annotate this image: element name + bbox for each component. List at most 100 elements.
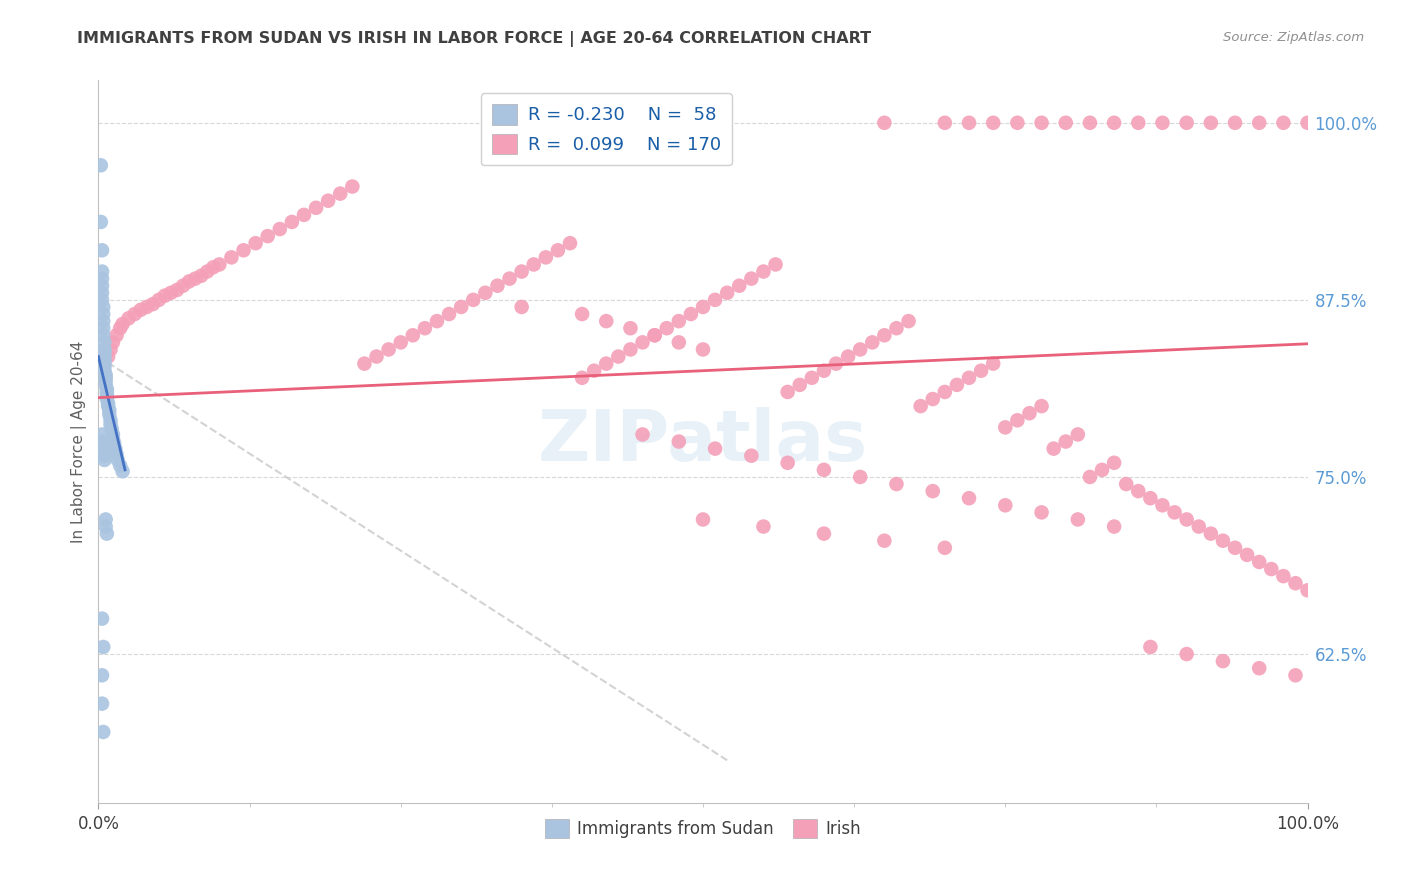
Irish <box>160 285 183 300</box>
Irish <box>886 321 908 335</box>
Irish <box>1128 484 1150 499</box>
Irish <box>934 384 956 399</box>
Irish <box>776 456 799 470</box>
Irish <box>668 314 690 328</box>
Irish <box>1054 434 1077 449</box>
Irish <box>873 116 896 130</box>
Irish <box>789 377 811 392</box>
Irish <box>166 283 188 297</box>
Irish <box>1078 470 1101 484</box>
Irish <box>118 311 141 326</box>
Irish <box>97 350 120 364</box>
Irish <box>1163 505 1185 519</box>
Irish <box>195 264 218 278</box>
Irish <box>1212 533 1234 548</box>
Irish <box>1031 116 1053 130</box>
Immigrants from Sudan <box>93 359 115 374</box>
Irish <box>413 321 436 335</box>
Irish <box>486 278 509 293</box>
Irish <box>389 335 412 350</box>
Irish <box>1152 116 1174 130</box>
Irish <box>1102 116 1125 130</box>
Irish <box>1139 491 1161 506</box>
Irish <box>740 271 762 285</box>
Irish <box>342 179 364 194</box>
Irish <box>1031 399 1053 413</box>
Immigrants from Sudan <box>111 464 134 478</box>
Irish <box>873 328 896 343</box>
Irish <box>595 314 617 328</box>
Irish <box>981 116 1004 130</box>
Immigrants from Sudan <box>96 382 118 396</box>
Immigrants from Sudan <box>91 640 114 654</box>
Irish <box>728 278 751 293</box>
Legend: Immigrants from Sudan, Irish: Immigrants from Sudan, Irish <box>538 813 868 845</box>
Irish <box>1199 526 1222 541</box>
Immigrants from Sudan <box>93 343 115 357</box>
Irish <box>245 236 267 251</box>
Irish <box>142 297 165 311</box>
Irish <box>305 201 328 215</box>
Irish <box>970 364 993 378</box>
Irish <box>1007 413 1029 427</box>
Immigrants from Sudan <box>98 403 121 417</box>
Irish <box>910 399 932 413</box>
Text: ZIPatlas: ZIPatlas <box>538 407 868 476</box>
Immigrants from Sudan <box>91 271 114 285</box>
Irish <box>450 300 472 314</box>
Immigrants from Sudan <box>93 353 115 368</box>
Immigrants from Sudan <box>94 519 117 533</box>
Immigrants from Sudan <box>91 442 114 456</box>
Irish <box>202 260 225 275</box>
Irish <box>377 343 399 357</box>
Irish <box>510 264 533 278</box>
Irish <box>644 328 666 343</box>
Irish <box>934 116 956 130</box>
Immigrants from Sudan <box>94 377 117 392</box>
Immigrants from Sudan <box>93 453 115 467</box>
Irish <box>179 275 201 289</box>
Irish <box>1249 661 1271 675</box>
Irish <box>101 335 124 350</box>
Immigrants from Sudan <box>98 408 121 422</box>
Irish <box>281 215 304 229</box>
Irish <box>208 257 231 271</box>
Irish <box>752 264 775 278</box>
Irish <box>1091 463 1114 477</box>
Immigrants from Sudan <box>94 368 117 382</box>
Immigrants from Sudan <box>91 444 114 458</box>
Immigrants from Sudan <box>91 328 114 343</box>
Irish <box>316 194 339 208</box>
Immigrants from Sudan <box>101 432 124 446</box>
Irish <box>583 364 606 378</box>
Irish <box>1067 512 1090 526</box>
Irish <box>619 321 641 335</box>
Irish <box>595 357 617 371</box>
Immigrants from Sudan <box>93 357 115 371</box>
Irish <box>1042 442 1064 456</box>
Irish <box>679 307 702 321</box>
Immigrants from Sudan <box>90 158 112 172</box>
Irish <box>1260 562 1282 576</box>
Immigrants from Sudan <box>97 396 120 410</box>
Irish <box>1139 640 1161 654</box>
Immigrants from Sudan <box>91 244 114 258</box>
Immigrants from Sudan <box>91 264 114 278</box>
Irish <box>1272 116 1295 130</box>
Irish <box>860 335 883 350</box>
Irish <box>1175 116 1198 130</box>
Immigrants from Sudan <box>107 453 129 467</box>
Immigrants from Sudan <box>94 374 117 388</box>
Irish <box>692 512 714 526</box>
Irish <box>1067 427 1090 442</box>
Immigrants from Sudan <box>91 427 114 442</box>
Immigrants from Sudan <box>93 335 115 350</box>
Immigrants from Sudan <box>90 215 112 229</box>
Irish <box>946 377 969 392</box>
Irish <box>1272 569 1295 583</box>
Immigrants from Sudan <box>91 285 114 300</box>
Irish <box>800 371 823 385</box>
Irish <box>1102 519 1125 533</box>
Irish <box>740 449 762 463</box>
Immigrants from Sudan <box>101 427 124 442</box>
